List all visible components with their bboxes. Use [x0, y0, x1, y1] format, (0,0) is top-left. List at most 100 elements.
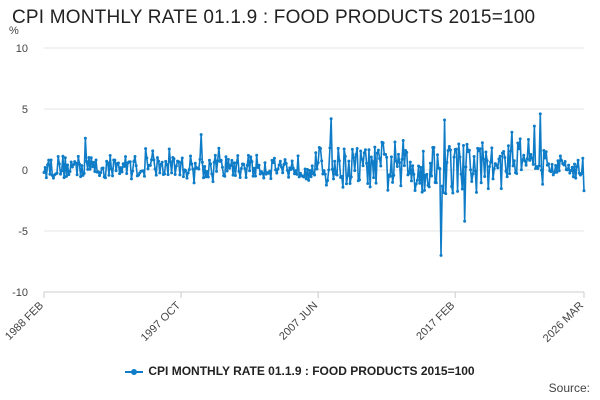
data-point[interactable]: [543, 156, 547, 160]
data-point[interactable]: [365, 161, 369, 165]
data-point[interactable]: [544, 150, 548, 154]
data-point[interactable]: [401, 138, 405, 142]
data-point[interactable]: [363, 148, 367, 152]
data-point[interactable]: [471, 172, 475, 176]
data-point[interactable]: [192, 181, 196, 185]
data-point[interactable]: [121, 162, 125, 166]
data-point[interactable]: [118, 172, 122, 176]
data-point[interactable]: [420, 190, 424, 194]
data-point[interactable]: [551, 173, 555, 177]
data-point[interactable]: [191, 167, 195, 171]
data-point[interactable]: [476, 146, 480, 150]
data-point[interactable]: [164, 159, 168, 163]
data-point[interactable]: [452, 155, 456, 159]
data-point[interactable]: [74, 161, 78, 165]
data-point[interactable]: [238, 175, 242, 179]
data-point[interactable]: [133, 155, 137, 159]
data-point[interactable]: [131, 169, 135, 173]
data-point[interactable]: [474, 190, 478, 194]
data-point[interactable]: [43, 165, 47, 169]
data-point[interactable]: [248, 169, 252, 173]
data-point[interactable]: [272, 156, 276, 160]
data-point[interactable]: [412, 172, 416, 176]
data-point[interactable]: [134, 164, 138, 168]
data-point[interactable]: [154, 173, 158, 177]
data-point[interactable]: [523, 159, 527, 163]
data-point[interactable]: [581, 156, 585, 160]
data-point[interactable]: [560, 159, 564, 163]
data-point[interactable]: [350, 147, 354, 151]
data-point[interactable]: [285, 168, 289, 172]
data-point[interactable]: [360, 157, 364, 161]
data-point[interactable]: [457, 142, 461, 146]
data-point[interactable]: [210, 172, 214, 176]
data-point[interactable]: [439, 253, 443, 257]
data-point[interactable]: [379, 164, 383, 168]
data-point[interactable]: [49, 158, 53, 162]
data-point[interactable]: [399, 184, 403, 188]
data-point[interactable]: [541, 182, 545, 186]
data-point[interactable]: [395, 164, 399, 168]
data-point[interactable]: [391, 180, 395, 184]
data-point[interactable]: [173, 172, 177, 176]
data-point[interactable]: [150, 158, 154, 162]
data-point[interactable]: [342, 147, 346, 151]
data-point[interactable]: [409, 179, 413, 183]
data-point[interactable]: [571, 175, 575, 179]
data-point[interactable]: [83, 136, 87, 140]
data-point[interactable]: [293, 172, 296, 176]
data-point[interactable]: [506, 144, 510, 148]
data-point[interactable]: [349, 175, 353, 179]
data-point[interactable]: [64, 174, 68, 178]
data-point[interactable]: [51, 176, 55, 180]
data-point[interactable]: [316, 161, 320, 165]
data-point[interactable]: [489, 160, 493, 164]
data-point[interactable]: [262, 176, 266, 180]
data-point[interactable]: [281, 171, 285, 175]
data-point[interactable]: [333, 159, 337, 163]
data-point[interactable]: [184, 169, 188, 173]
data-point[interactable]: [280, 165, 284, 169]
data-point[interactable]: [347, 159, 351, 163]
data-point[interactable]: [269, 177, 273, 181]
data-point[interactable]: [473, 169, 477, 173]
data-point[interactable]: [340, 175, 344, 178]
data-point[interactable]: [274, 168, 278, 172]
data-point[interactable]: [242, 162, 246, 166]
data-point[interactable]: [456, 189, 460, 193]
data-point[interactable]: [89, 156, 93, 160]
data-point[interactable]: [263, 161, 267, 165]
data-point[interactable]: [448, 148, 452, 152]
data-point[interactable]: [75, 173, 79, 177]
data-point[interactable]: [444, 192, 448, 196]
data-point[interactable]: [114, 169, 118, 173]
data-point[interactable]: [552, 171, 556, 175]
data-point[interactable]: [225, 169, 229, 173]
data-point[interactable]: [509, 149, 513, 153]
data-point[interactable]: [69, 160, 73, 164]
data-point[interactable]: [405, 150, 409, 154]
data-point[interactable]: [277, 163, 281, 167]
data-point[interactable]: [438, 167, 442, 171]
data-point[interactable]: [479, 181, 483, 185]
data-point[interactable]: [122, 164, 126, 168]
data-point[interactable]: [381, 141, 385, 145]
data-point[interactable]: [467, 148, 471, 152]
data-point[interactable]: [302, 175, 306, 179]
data-point[interactable]: [268, 169, 272, 173]
data-point[interactable]: [90, 165, 94, 169]
data-point[interactable]: [275, 171, 279, 175]
data-point[interactable]: [296, 154, 300, 158]
data-point[interactable]: [463, 219, 467, 223]
data-point[interactable]: [480, 141, 484, 145]
data-point[interactable]: [148, 163, 152, 167]
data-point[interactable]: [450, 184, 454, 188]
data-point[interactable]: [103, 176, 107, 180]
data-point[interactable]: [422, 188, 426, 192]
data-point[interactable]: [160, 160, 164, 164]
data-point[interactable]: [396, 152, 400, 156]
data-point[interactable]: [464, 165, 468, 169]
data-point[interactable]: [185, 176, 189, 180]
data-point[interactable]: [330, 167, 334, 171]
data-point[interactable]: [254, 174, 258, 178]
